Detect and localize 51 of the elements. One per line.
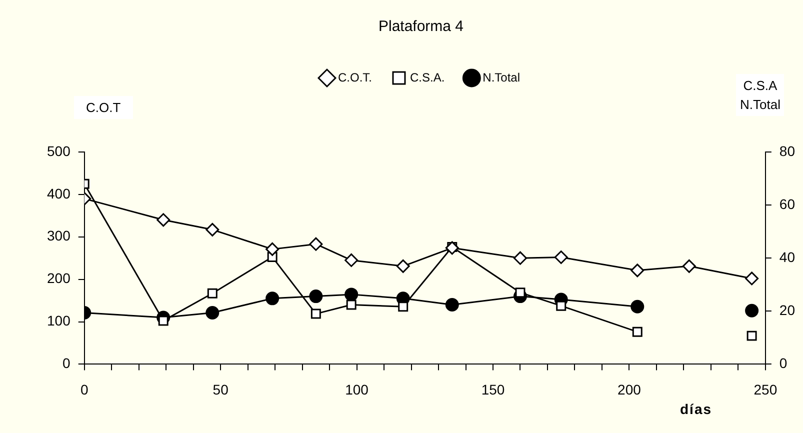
point bbox=[310, 308, 321, 319]
point bbox=[746, 330, 757, 341]
point bbox=[556, 300, 566, 311]
y-tick-label: 100 bbox=[47, 312, 71, 329]
point bbox=[682, 259, 696, 273]
point bbox=[745, 304, 759, 318]
point bbox=[207, 288, 218, 298]
y2-tick-label: 40 bbox=[779, 248, 796, 265]
point bbox=[630, 300, 644, 314]
point bbox=[156, 213, 170, 227]
point bbox=[445, 298, 459, 312]
point bbox=[630, 264, 644, 278]
y2-tick-label: 80 bbox=[779, 142, 796, 159]
y-tick-label: 0 bbox=[62, 355, 71, 372]
point bbox=[554, 250, 568, 264]
x-tick-label: 200 bbox=[618, 381, 642, 398]
y-axis-title: C.O.T bbox=[74, 96, 133, 119]
point bbox=[266, 292, 280, 306]
y-tick-label: 300 bbox=[47, 228, 71, 244]
point bbox=[398, 302, 408, 312]
legend-label: C.S.A. bbox=[410, 70, 445, 84]
x-tick-label: 100 bbox=[345, 381, 369, 398]
x-tick-label: 150 bbox=[481, 381, 505, 398]
point bbox=[344, 288, 358, 302]
y-tick-label: 500 bbox=[47, 142, 71, 159]
y-tick-label: 400 bbox=[47, 185, 71, 202]
point bbox=[513, 251, 527, 265]
y-tick-label: 200 bbox=[47, 270, 71, 286]
point bbox=[396, 259, 410, 273]
legend-label: N.Total bbox=[482, 70, 520, 84]
x-tick-label: 0 bbox=[80, 381, 88, 398]
point bbox=[632, 326, 642, 337]
point bbox=[745, 272, 759, 286]
y2-tick-label: 0 bbox=[779, 355, 788, 372]
point bbox=[346, 300, 356, 310]
chart-title: Plataforma 4 bbox=[378, 18, 464, 36]
y2-tick-label: 60 bbox=[779, 196, 796, 212]
point bbox=[206, 306, 220, 320]
point bbox=[344, 253, 358, 267]
x-tick-label: 250 bbox=[754, 381, 778, 398]
x-tick-label: 50 bbox=[212, 381, 229, 398]
point bbox=[266, 242, 280, 256]
y2-axis-title: C.S.A N.Total bbox=[736, 74, 784, 116]
x-axis-title: días bbox=[680, 400, 712, 419]
point bbox=[445, 241, 459, 255]
point bbox=[309, 290, 323, 304]
y2-tick-label: 20 bbox=[779, 302, 796, 318]
point bbox=[206, 222, 220, 236]
point bbox=[515, 288, 526, 298]
point bbox=[309, 237, 323, 251]
legend-label: C.O.T. bbox=[338, 70, 372, 84]
